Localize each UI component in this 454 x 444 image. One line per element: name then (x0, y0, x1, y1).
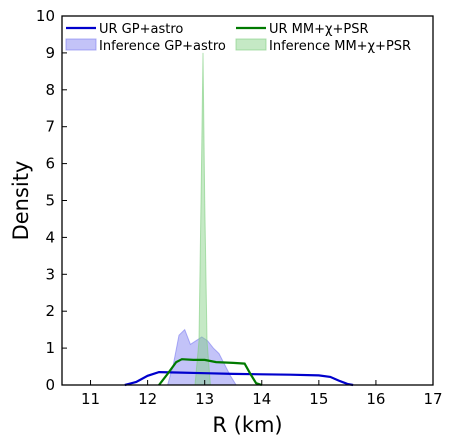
legend-swatch (235, 38, 267, 51)
x-tick-label: 11 (81, 390, 100, 408)
y-tick-label: 10 (36, 7, 55, 25)
x-tick-label: 12 (138, 390, 157, 408)
legend: UR GP+astro Inference GP+astro UR MM+χ+PSR… (65, 22, 411, 54)
legend-swatch (65, 38, 97, 51)
y-tick-label: 0 (45, 376, 55, 394)
y-tick-label: 2 (45, 302, 55, 320)
y-axis-label: Density (9, 161, 33, 241)
x-tick-label: 15 (309, 390, 328, 408)
y-tick-label: 7 (45, 118, 55, 136)
legend-label: UR MM+χ+PSR (269, 22, 369, 37)
series-line-3 (158, 358, 263, 387)
legend-label: Inference MM+χ+PSR (269, 39, 411, 54)
legend-label: Inference GP+astro (99, 39, 226, 54)
plot-frame (61, 15, 434, 386)
y-tick-label: 8 (45, 81, 55, 99)
x-tick-label: 13 (195, 390, 214, 408)
y-tick-label: 9 (45, 44, 55, 62)
x-axis-label: R (km) (212, 413, 282, 437)
y-tick-label: 4 (45, 228, 55, 246)
x-tick-label: 17 (423, 390, 442, 408)
x-tick-label: 14 (252, 390, 271, 408)
y-tick-label: 1 (45, 339, 55, 357)
x-tick-label: 16 (366, 390, 385, 408)
y-tick-label: 5 (45, 192, 55, 210)
y-tick-label: 6 (45, 155, 55, 173)
series-area-1 (194, 52, 211, 386)
legend-label: UR GP+astro (99, 22, 183, 37)
series-line-2 (124, 370, 354, 387)
y-tick-label: 3 (45, 265, 55, 283)
plot-layer (124, 52, 354, 387)
